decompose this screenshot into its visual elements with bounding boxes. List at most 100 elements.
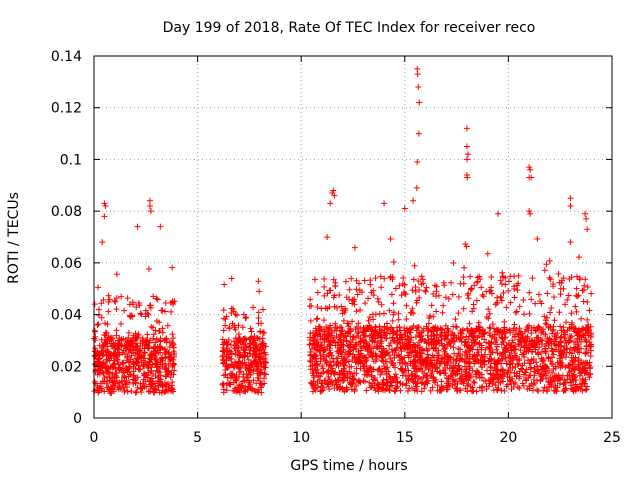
data-point [516,325,523,332]
data-point [574,346,581,353]
data-point [345,323,352,330]
x-tick-label: 20 [499,430,517,446]
data-point [424,347,431,354]
data-point [255,314,262,321]
data-point [327,358,334,365]
data-point [512,345,519,352]
data-point [241,349,248,356]
data-point [383,335,390,342]
data-point [234,388,241,395]
data-point [439,309,446,316]
data-point [544,388,551,395]
data-point [479,383,486,390]
data-point [156,368,163,375]
data-point [582,387,589,394]
data-point [498,341,505,348]
data-point [542,364,549,371]
data-point [261,355,268,362]
data-point [516,303,523,310]
data-point [586,359,593,366]
data-point [436,387,443,394]
data-point [467,363,474,370]
data-point [408,334,415,341]
data-point [353,277,360,284]
data-point [162,388,169,395]
data-point [375,388,382,395]
data-point [354,291,361,298]
data-point [95,312,102,319]
data-point [314,384,321,391]
data-point [99,378,106,385]
data-point [372,275,379,282]
data-point [404,388,411,395]
data-point [543,321,550,328]
data-point [94,321,101,328]
data-point [487,363,494,370]
data-point [219,353,226,360]
axis-ticks: 0 5 10 15 20 25 0 0.02 0.04 0.06 0.08 0.1 0.12 0.14 [51,49,621,446]
data-point [557,285,564,292]
data-point [428,302,435,309]
data-point [449,364,456,371]
data-point [486,310,493,317]
data-point [95,320,102,327]
data-point [153,317,160,324]
data-point [335,363,342,370]
data-point [547,276,554,283]
data-point [499,330,506,337]
data-point [365,369,372,376]
data-point [386,307,393,314]
data-point [114,384,121,391]
data-point [349,318,356,325]
data-point [228,361,235,368]
data-point [387,236,394,242]
data-point [397,387,404,394]
data-point [104,347,111,354]
data-point [353,383,360,390]
data-point [112,298,119,305]
data-point [433,364,440,371]
data-point [502,330,509,337]
data-point [163,387,170,394]
data-point [560,381,567,388]
data-point [582,210,589,217]
data-point [501,346,508,353]
data-point [381,348,388,355]
data-point [526,208,533,215]
data-point [307,358,314,365]
data-point [563,339,570,346]
data-point [167,374,174,381]
data-point [448,372,455,379]
data-point [128,387,135,394]
data-point [169,264,176,271]
data-point [576,336,583,343]
data-point [376,310,383,317]
data-point [401,205,408,212]
data-point [580,332,587,339]
data-point [525,322,532,329]
data-point [338,367,345,374]
data-point [308,345,315,352]
data-point [381,200,388,207]
data-point [449,291,456,298]
data-point [493,300,500,307]
data-point [388,291,395,298]
data-point [354,330,361,337]
data-point [450,376,457,383]
data-point [545,340,552,347]
data-point [356,280,363,287]
data-point [145,364,152,371]
plot-frame [93,55,613,419]
data-point [483,339,490,346]
data-point [380,377,387,384]
data-point [476,341,483,348]
data-point [571,347,578,354]
data-point [258,384,265,391]
data-point [513,370,520,377]
data-point [540,387,547,394]
data-point [486,345,493,352]
data-point [334,355,341,362]
data-point [485,383,492,390]
data-point [414,344,421,351]
data-point [575,357,582,364]
